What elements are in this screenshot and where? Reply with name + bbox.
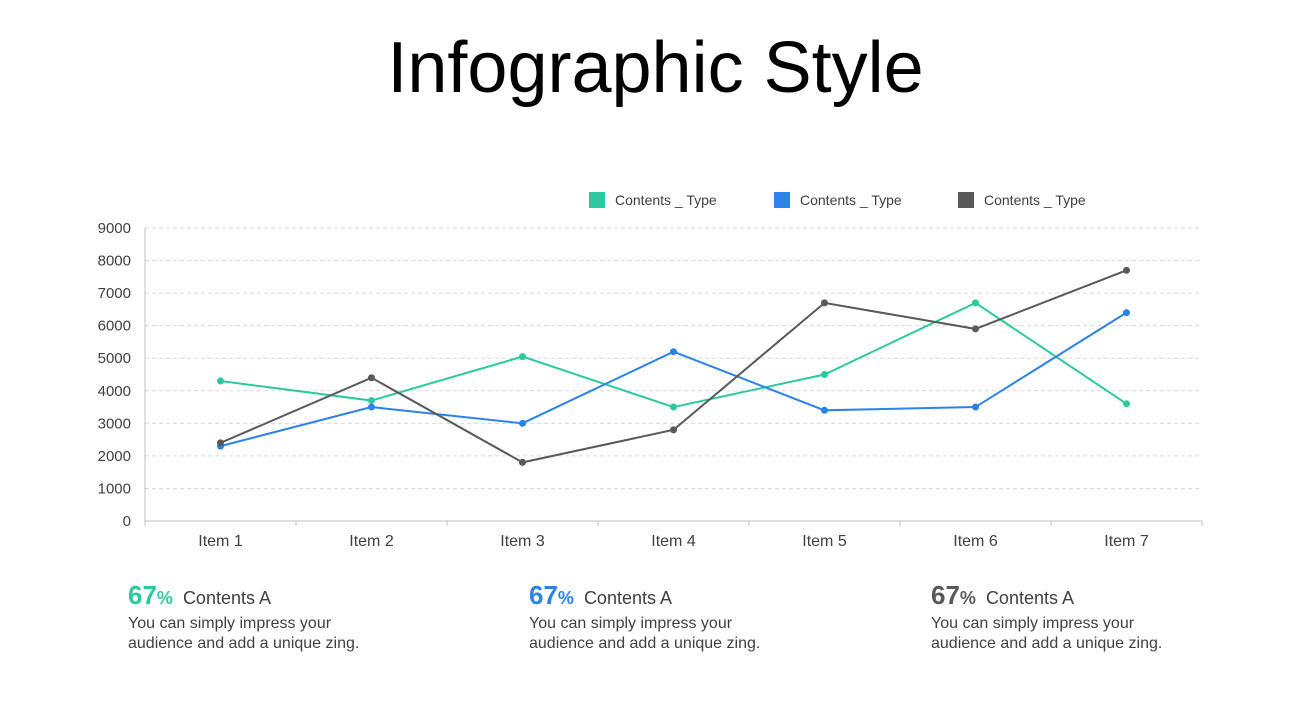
data-point-series-1 (972, 299, 979, 307)
data-point-series-1 (519, 353, 526, 361)
data-point-series-2 (368, 403, 375, 411)
data-point-series-2 (519, 419, 526, 427)
data-point-series-3 (368, 374, 375, 382)
legend-item-series-2: Contents _ Type (774, 190, 902, 210)
legend-item-series-3: Contents _ Type (958, 190, 1086, 210)
data-point-series-1 (1123, 400, 1130, 408)
stat-percent-sign-2: % (557, 588, 574, 608)
y-tick-label: 3000 (98, 415, 131, 432)
data-point-series-3 (821, 299, 828, 307)
x-tick-label: Item 2 (349, 533, 394, 550)
series-line-2 (220, 311, 1128, 448)
stat-description-1: You can simply impress your audience and… (128, 615, 360, 652)
stat-description-3: You can simply impress your audience and… (931, 615, 1163, 652)
data-point-series-2 (1123, 309, 1130, 317)
data-point-series-3 (1123, 266, 1130, 274)
y-tick-label: 7000 (98, 285, 131, 302)
y-tick-label: 2000 (98, 448, 131, 465)
y-tick-label: 1000 (98, 480, 131, 497)
data-point-series-2 (972, 403, 979, 411)
x-tick-label: Item 6 (953, 533, 998, 550)
data-point-series-2 (670, 348, 677, 356)
data-point-series-2 (821, 406, 828, 414)
series-line-3 (220, 269, 1127, 464)
x-tick-label: Item 1 (198, 533, 243, 550)
stat-percent-sign-3: % (959, 588, 976, 608)
x-tick-label: Item 3 (500, 533, 545, 550)
data-point-series-3 (670, 426, 677, 434)
data-point-series-1 (821, 371, 828, 378)
data-point-series-1 (368, 397, 375, 405)
stat-description-2: You can simply impress your audience and… (529, 615, 761, 652)
y-tick-label: 5000 (98, 350, 131, 367)
y-tick-label: 8000 (98, 253, 131, 270)
legend-label-series-2: Contents _ Type (800, 192, 902, 208)
x-tick-label: Item 4 (651, 533, 696, 550)
x-tick-label: Item 7 (1104, 533, 1149, 550)
data-point-series-3 (217, 439, 224, 447)
stat-label-2: Contents A (583, 588, 672, 608)
stat-percentage-2: 67 (529, 580, 558, 610)
legend-label-series-3: Contents _ Type (984, 192, 1086, 208)
stat-label-1: Contents A (182, 588, 271, 608)
data-point-series-1 (217, 377, 224, 385)
y-tick-label: 6000 (98, 318, 131, 335)
page-title: Infographic Style (387, 28, 924, 108)
y-tick-label: 4000 (98, 383, 131, 400)
legend-swatch-series-1 (589, 192, 605, 208)
stat-percentage-3: 67 (931, 580, 960, 610)
y-tick-label: 0 (123, 513, 131, 530)
stat-block-3: 67 % Contents A You can simply impress y… (931, 580, 1231, 654)
stat-block-2: 67 % Contents A You can simply impress y… (529, 580, 829, 654)
x-tick-label: Item 5 (802, 533, 847, 550)
stat-label-3: Contents A (985, 588, 1074, 608)
stat-percentage-1: 67 (128, 580, 157, 610)
data-point-series-3 (972, 325, 979, 333)
legend-label-series-1: Contents _ Type (615, 192, 717, 208)
data-point-series-1 (670, 403, 677, 411)
legend-swatch-series-2 (774, 192, 790, 208)
legend-item-series-1: Contents _ Type (589, 190, 717, 210)
legend-swatch-series-3 (958, 192, 974, 208)
stat-block-1: 67 % Contents A You can simply impress y… (128, 580, 428, 654)
stat-percent-sign-1: % (156, 588, 173, 608)
y-tick-label: 9000 (98, 220, 131, 237)
data-point-series-3 (519, 458, 526, 466)
